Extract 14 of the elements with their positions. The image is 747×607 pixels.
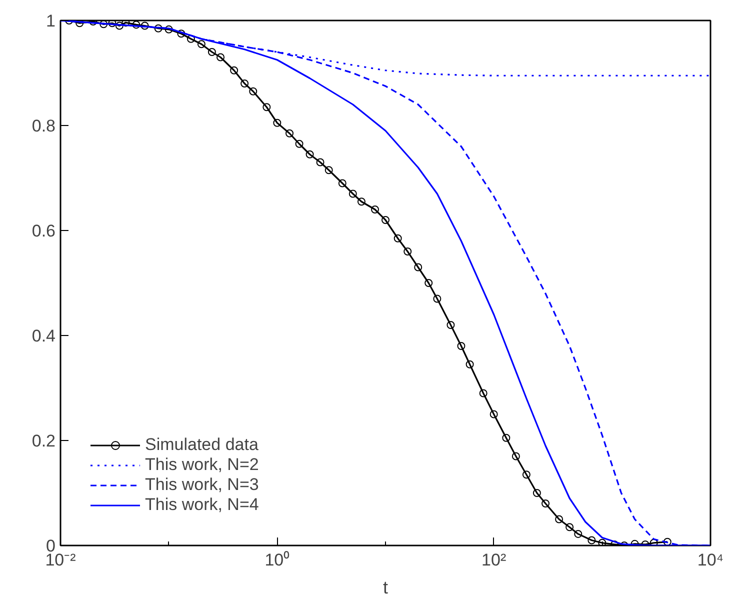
x-tick-label: 10⁴ — [697, 550, 724, 570]
x-axis-title: t — [383, 578, 388, 598]
y-tick-label: 1 — [46, 12, 56, 30]
legend-label: This work, N=4 — [145, 495, 259, 515]
x-tick-label: 10² — [482, 550, 506, 570]
x-tick-label: 10⁰ — [264, 550, 290, 570]
y-tick-label: 0.2 — [32, 432, 56, 450]
legend-label: This work, N=3 — [145, 475, 259, 495]
legend-label: Simulated data — [145, 435, 258, 455]
x-tick-label: 10⁻² — [45, 550, 76, 570]
legend-label: This work, N=2 — [145, 455, 259, 475]
y-tick-label: 0.8 — [32, 116, 56, 136]
y-tick-label: 0.6 — [32, 222, 56, 240]
y-tick-label: 0.4 — [32, 326, 56, 346]
